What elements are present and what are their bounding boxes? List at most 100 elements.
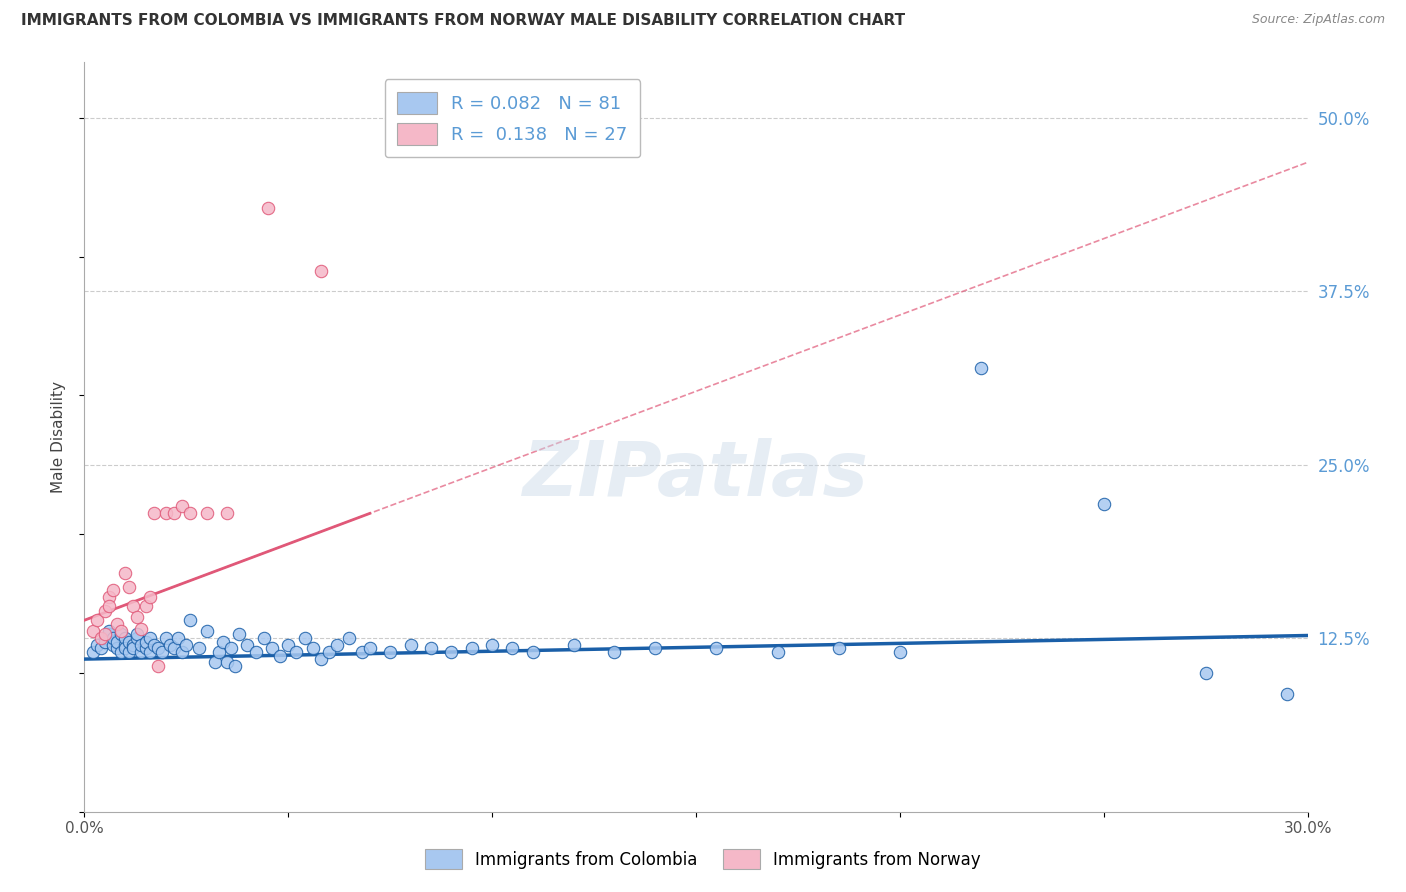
Point bbox=[93, 603, 115, 617]
Point bbox=[93, 632, 115, 646]
Point bbox=[828, 640, 851, 655]
Point bbox=[766, 645, 789, 659]
Point bbox=[131, 645, 153, 659]
Point bbox=[155, 632, 177, 646]
Point bbox=[269, 649, 291, 664]
Point bbox=[82, 624, 104, 639]
Point bbox=[399, 638, 422, 652]
Point bbox=[208, 645, 231, 659]
Point bbox=[212, 635, 235, 649]
Point bbox=[90, 632, 112, 646]
Point bbox=[101, 638, 124, 652]
Point bbox=[179, 507, 201, 521]
Point bbox=[187, 640, 209, 655]
Point bbox=[277, 638, 299, 652]
Point bbox=[228, 627, 250, 641]
Point bbox=[101, 632, 124, 646]
Point bbox=[118, 635, 141, 649]
Point bbox=[142, 638, 165, 652]
Point bbox=[118, 645, 141, 659]
Legend: R = 0.082   N = 81, R =  0.138   N = 27: R = 0.082 N = 81, R = 0.138 N = 27 bbox=[385, 79, 640, 157]
Point bbox=[172, 500, 194, 514]
Point bbox=[1277, 687, 1299, 701]
Point bbox=[97, 624, 120, 639]
Point bbox=[127, 610, 149, 624]
Point bbox=[253, 632, 276, 646]
Point bbox=[142, 507, 165, 521]
Point bbox=[502, 640, 524, 655]
Point bbox=[93, 635, 115, 649]
Point bbox=[114, 640, 136, 655]
Point bbox=[155, 507, 177, 521]
Point bbox=[174, 638, 197, 652]
Point bbox=[146, 659, 169, 673]
Point bbox=[114, 638, 136, 652]
Point bbox=[420, 640, 443, 655]
Point bbox=[603, 645, 626, 659]
Point bbox=[179, 613, 201, 627]
Point bbox=[970, 360, 993, 375]
Point bbox=[101, 582, 124, 597]
Point bbox=[163, 640, 186, 655]
Point bbox=[644, 640, 666, 655]
Point bbox=[461, 640, 484, 655]
Point bbox=[138, 590, 160, 604]
Point bbox=[257, 201, 280, 215]
Point bbox=[285, 645, 308, 659]
Point bbox=[350, 645, 373, 659]
Point bbox=[97, 627, 120, 641]
Point bbox=[110, 627, 132, 641]
Point bbox=[309, 652, 332, 666]
Point bbox=[135, 599, 157, 614]
Point bbox=[706, 640, 728, 655]
Point bbox=[138, 632, 160, 646]
Point bbox=[97, 590, 120, 604]
Point bbox=[105, 617, 128, 632]
Point bbox=[326, 638, 349, 652]
Point bbox=[318, 645, 340, 659]
Point bbox=[131, 622, 153, 636]
Point bbox=[150, 645, 173, 659]
Point bbox=[245, 645, 267, 659]
Point bbox=[110, 624, 132, 639]
Point bbox=[110, 645, 132, 659]
Point bbox=[105, 640, 128, 655]
Point bbox=[138, 645, 160, 659]
Point bbox=[159, 638, 181, 652]
Point bbox=[172, 645, 194, 659]
Point bbox=[135, 635, 157, 649]
Y-axis label: Male Disability: Male Disability bbox=[51, 381, 66, 493]
Point bbox=[86, 613, 108, 627]
Point bbox=[1092, 497, 1115, 511]
Point bbox=[114, 566, 136, 580]
Point bbox=[127, 627, 149, 641]
Text: ZIPatlas: ZIPatlas bbox=[523, 438, 869, 511]
Point bbox=[309, 263, 332, 277]
Text: IMMIGRANTS FROM COLOMBIA VS IMMIGRANTS FROM NORWAY MALE DISABILITY CORRELATION C: IMMIGRANTS FROM COLOMBIA VS IMMIGRANTS F… bbox=[21, 13, 905, 29]
Point bbox=[224, 659, 246, 673]
Point bbox=[301, 640, 323, 655]
Point bbox=[93, 627, 115, 641]
Point bbox=[204, 655, 226, 669]
Point bbox=[562, 638, 585, 652]
Point bbox=[195, 507, 218, 521]
Point bbox=[131, 638, 153, 652]
Point bbox=[219, 640, 242, 655]
Text: Source: ZipAtlas.com: Source: ZipAtlas.com bbox=[1251, 13, 1385, 27]
Point bbox=[167, 632, 190, 646]
Point bbox=[339, 632, 361, 646]
Point bbox=[90, 640, 112, 655]
Point bbox=[217, 655, 239, 669]
Point bbox=[97, 599, 120, 614]
Point bbox=[481, 638, 503, 652]
Legend: Immigrants from Colombia, Immigrants from Norway: Immigrants from Colombia, Immigrants fro… bbox=[416, 838, 990, 880]
Point bbox=[86, 638, 108, 652]
Point bbox=[217, 507, 239, 521]
Point bbox=[163, 507, 186, 521]
Point bbox=[122, 599, 145, 614]
Point bbox=[294, 632, 316, 646]
Point bbox=[260, 640, 283, 655]
Point bbox=[380, 645, 402, 659]
Point bbox=[440, 645, 463, 659]
Point bbox=[114, 632, 136, 646]
